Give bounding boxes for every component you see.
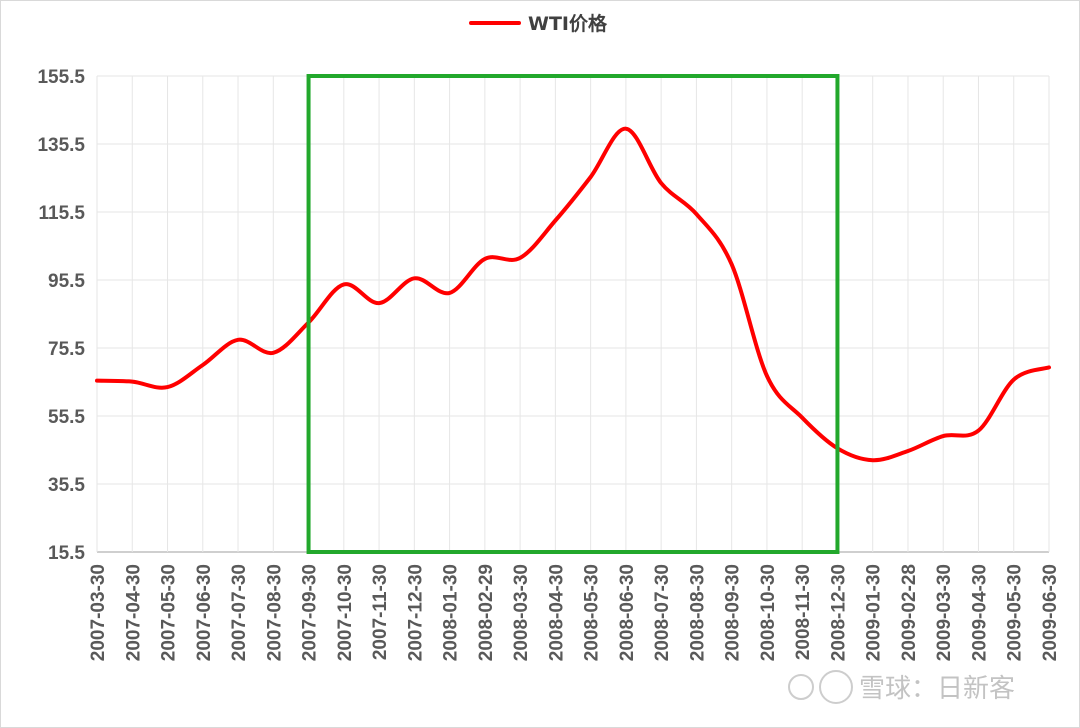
watermark: 雪球：日新客 [788, 670, 1015, 704]
x-tick-label: 2009-01-30 [864, 564, 885, 661]
x-tick-label: 2008-03-30 [511, 564, 532, 661]
x-tick-label: 2008-05-30 [582, 564, 603, 661]
legend: WTI价格 [469, 12, 608, 35]
x-tick-label: 2007-05-30 [159, 564, 180, 661]
y-tick-label: 135.5 [37, 135, 85, 156]
y-tick-label: 155.5 [37, 67, 85, 88]
x-tick-label: 2007-04-30 [123, 564, 144, 661]
x-axis-ticks: 2007-03-30 2007-04-30 2007-05-30 2007-06-30… [88, 564, 1061, 661]
x-tick-label: 2009-06-30 [1040, 564, 1061, 661]
x-tick-label: 2009-03-30 [934, 564, 955, 661]
y-axis-ticks: 15.5 35.5 55.5 75.5 95.5 115.5 135.5 155.5 [37, 67, 85, 564]
x-tick-label: 2008-12-30 [828, 564, 849, 661]
x-tick-label: 2008-07-30 [652, 564, 673, 661]
x-tick-label: 2008-06-30 [617, 564, 638, 661]
x-tick-label: 2007-07-30 [229, 564, 250, 661]
series-line-wti [95, 126, 1051, 463]
x-tick-label: 2008-09-30 [723, 564, 744, 661]
x-tick-label: 2008-10-30 [758, 564, 779, 661]
y-tick-label: 55.5 [48, 407, 85, 428]
x-tick-label: 2007-03-30 [88, 564, 109, 661]
x-tick-label: 2007-06-30 [194, 564, 215, 661]
x-tick-label: 2007-11-30 [370, 564, 391, 660]
x-tick-label: 2008-11-30 [793, 564, 814, 660]
y-tick-label: 95.5 [48, 271, 85, 292]
x-tick-label: 2009-05-30 [1005, 564, 1026, 661]
legend-label: WTI价格 [528, 12, 608, 35]
x-tick-label: 2007-08-30 [264, 564, 285, 661]
grid [96, 75, 1050, 553]
watermark-text: 雪球：日新客 [859, 674, 1015, 704]
x-tick-label: 2009-02-28 [899, 564, 920, 661]
x-tick-label: 2008-02-29 [476, 564, 497, 661]
watermark-snowball-icon [819, 670, 853, 704]
y-tick-label: 35.5 [48, 475, 85, 496]
y-tick-label: 75.5 [48, 339, 85, 360]
y-tick-label: 115.5 [39, 203, 86, 224]
x-tick-label: 2007-12-30 [405, 564, 426, 661]
highlight-box [306, 74, 840, 554]
x-tick-label: 2008-08-30 [687, 564, 708, 661]
watermark-logo-icon [788, 674, 814, 700]
x-tick-label: 2008-04-30 [546, 564, 567, 661]
y-tick-label: 15.5 [48, 543, 85, 564]
x-tick-label: 2007-10-30 [335, 564, 356, 661]
x-tick-label: 2007-09-30 [300, 564, 321, 661]
x-tick-label: 2008-01-30 [441, 564, 462, 661]
x-tick-label: 2009-04-30 [969, 564, 990, 661]
